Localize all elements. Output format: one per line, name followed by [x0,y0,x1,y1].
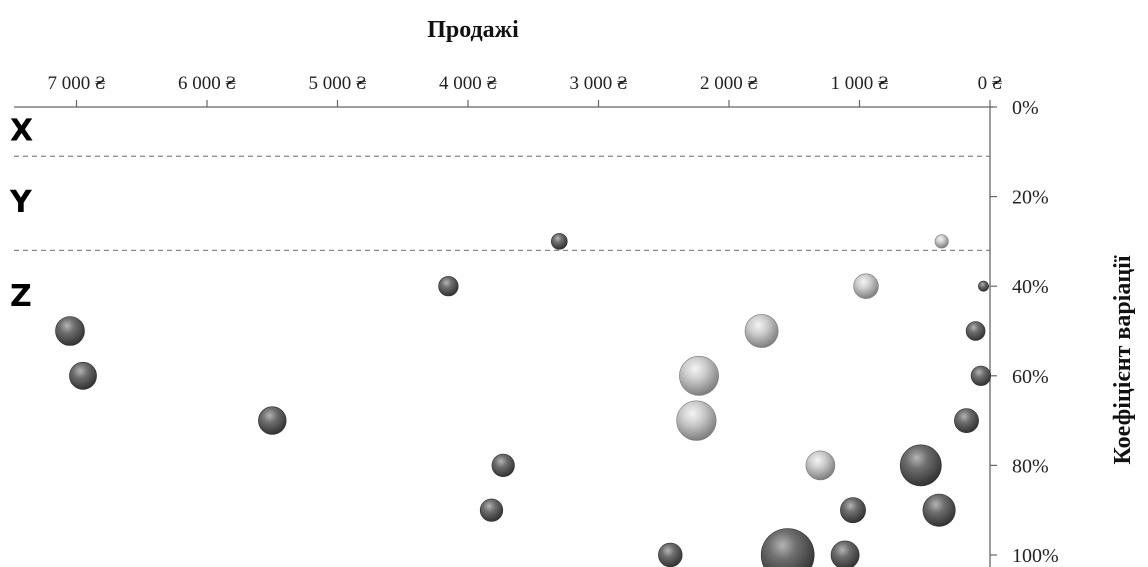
bubble-point [922,493,956,527]
x-tick-label: 1 000 ₴ [830,73,888,94]
y-tick-label: 100% [1012,545,1059,567]
bubble-point [899,444,942,487]
bubble-point [550,233,568,250]
y-tick-label: 40% [1012,276,1049,298]
x-axis-ticks: 7 000 ₴ 6 000 ₴ 5 000 ₴ 4 000 ₴ 3 000 ₴ 2 000… [47,73,1002,107]
x-tick-label: 2 000 ₴ [700,73,758,94]
x-tick-label: 6 000 ₴ [178,73,236,94]
bubble-point [69,361,97,390]
y-tick-label: 0% [1012,97,1039,119]
bubble-point [978,280,989,292]
zone-label-z: Z [10,279,32,314]
bubble-point [934,234,949,249]
bubble-point [830,540,860,567]
y-tick-label: 60% [1012,366,1049,388]
x-tick-label: 0 ₴ [978,73,1003,94]
bubble-point [760,528,815,567]
x-axis-title: Продажі [427,17,519,43]
y-axis-title: Коефіцієнт варіації [1110,255,1136,464]
x-tick-label: 4 000 ₴ [439,73,497,94]
bubble-point [744,314,779,348]
bubble-point [438,276,459,297]
x-tick-label: 3 000 ₴ [569,73,627,94]
bubble-point [965,321,986,341]
bubble-point [970,365,992,386]
zone-layer: X Y Z [9,113,990,314]
x-tick-label: 5 000 ₴ [308,73,366,94]
zone-label-x: X [10,113,33,148]
bubble-layer [55,233,992,567]
bubble-point [805,450,836,481]
zone-label-y: Y [9,185,33,220]
bubble-point [840,497,866,524]
bubble-point [258,406,287,435]
y-axis-ticks: 0% 20% 40% 60% 80% 100% [990,97,1059,567]
bubble-point [658,542,683,567]
bubble-point [491,453,515,478]
bubble-point [479,498,504,522]
bubble-point [954,408,979,434]
bubble-point [853,273,879,299]
x-tick-label: 7 000 ₴ [47,73,105,94]
bubble-point [55,316,85,346]
bubble-point [679,355,719,396]
y-tick-label: 20% [1012,187,1049,209]
y-tick-label: 80% [1012,455,1049,477]
bubble-point [676,400,717,441]
